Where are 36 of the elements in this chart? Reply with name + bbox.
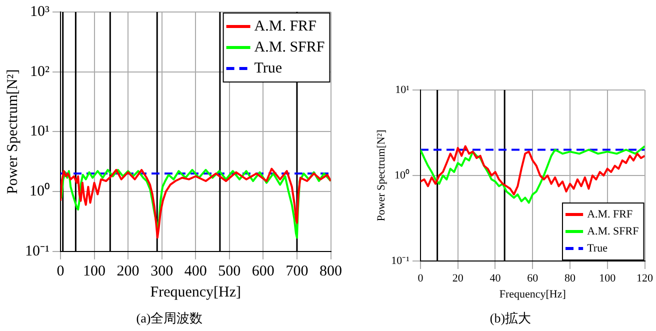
legend-label: True (254, 60, 282, 76)
y-tick-label: 10² (30, 64, 50, 80)
x-tick-label: 500 (218, 263, 241, 280)
x-tick-label: 400 (184, 263, 207, 280)
y-tick-label: 10⁻¹ (391, 254, 410, 267)
x-tick-label: 700 (286, 263, 308, 280)
text: (a)全周波数 (136, 310, 203, 326)
y-tick-label: 10¹ (30, 124, 50, 140)
x-tick-label: 800 (320, 263, 342, 280)
x-tick-label: 600 (252, 263, 274, 280)
y-axis-title: Power Spectrum[N²] (4, 69, 21, 194)
x-tick-label: 300 (150, 263, 174, 280)
x-tick-label: 200 (116, 263, 140, 280)
x-tick-label: 20 (452, 272, 464, 284)
y-tick-label: 10³ (30, 4, 50, 20)
x-tick-label: 60 (527, 272, 539, 284)
legend-label: A.M. FRF (587, 208, 633, 220)
legend-label: True (587, 242, 608, 254)
x-tick-label: 100 (83, 263, 106, 280)
x-tick-label: 120 (636, 272, 654, 284)
legend-label: A.M. FRF (254, 18, 316, 34)
text: (b)拡大 (490, 310, 532, 326)
x-tick-label: 80 (564, 272, 576, 284)
x-axis-title: Frequency[Hz] (499, 288, 566, 301)
y-tick-label: 10⁻¹ (24, 243, 50, 260)
y-tick-label: 10¹ (395, 84, 410, 96)
x-axis-title: Frequency[Hz] (150, 284, 242, 300)
x-tick-label: 100 (599, 272, 616, 284)
x-tick-label: 40 (490, 272, 502, 284)
x-tick-label: 0 (418, 272, 424, 284)
legend-label: A.M. SFRF (254, 39, 325, 56)
legend-label: A.M. SFRF (587, 225, 639, 238)
y-tick-label: 10⁰ (394, 168, 410, 182)
x-tick-label: 0 (56, 263, 64, 280)
y-tick-label: 10⁰ (29, 182, 50, 200)
y-axis-title: Power Spectrum[N²] (375, 130, 388, 222)
